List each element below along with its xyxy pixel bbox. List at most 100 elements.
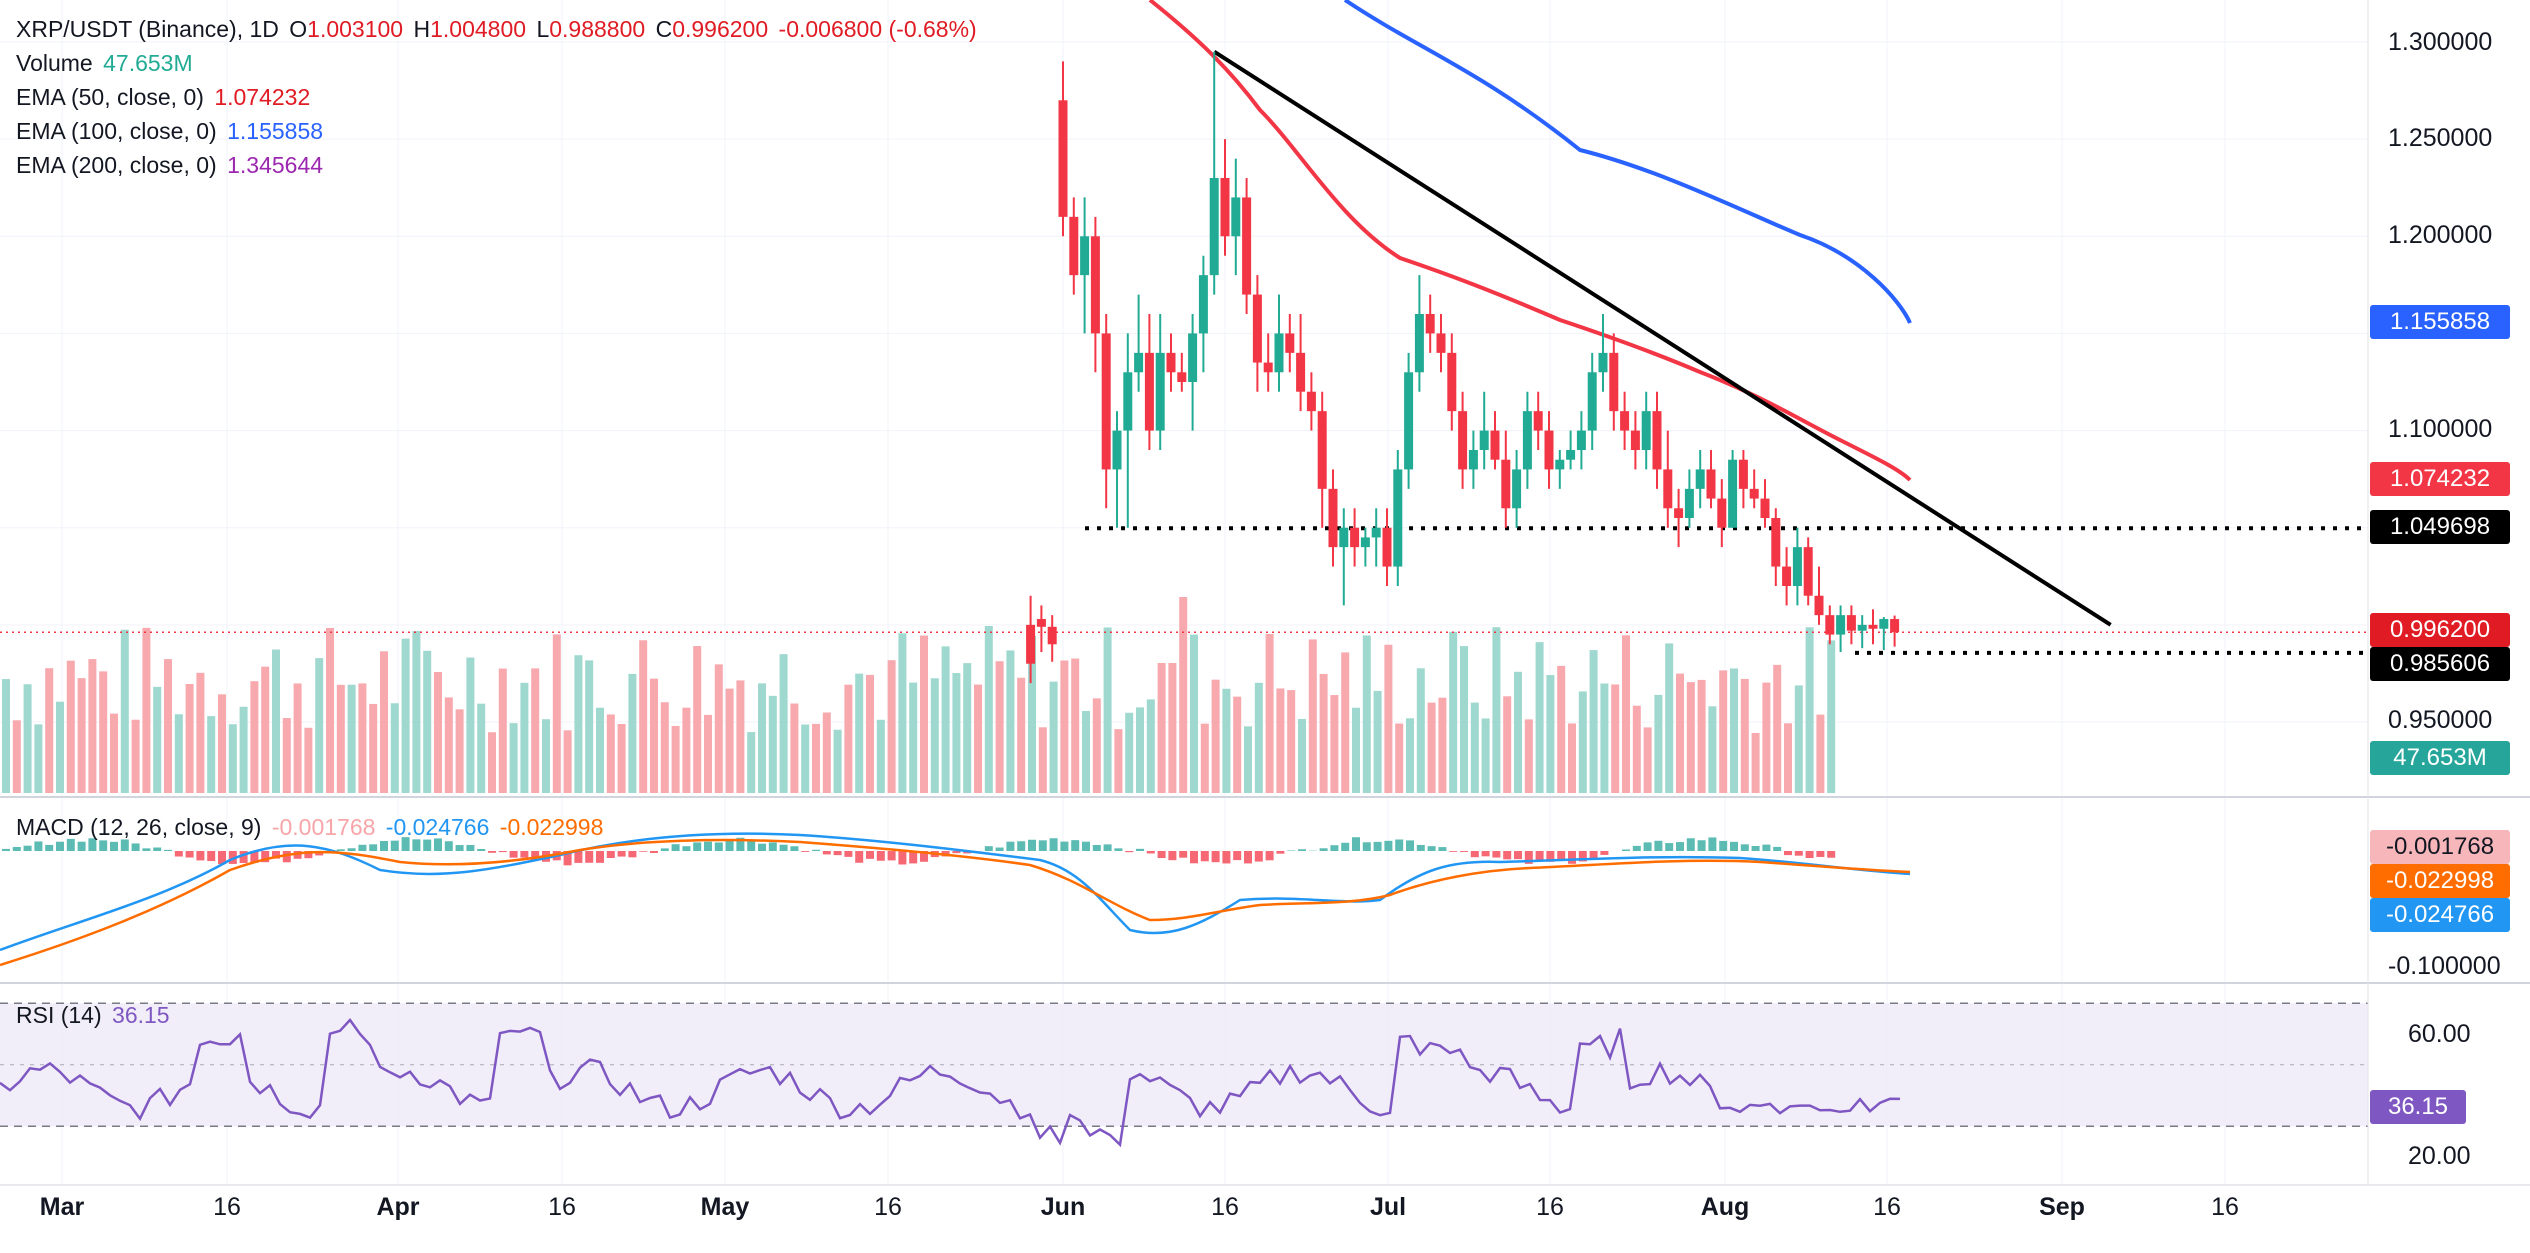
macd-histogram-bar: [218, 851, 226, 865]
candle-body-2022-05-31: [1047, 626, 1057, 645]
macd-histogram-bar: [1395, 839, 1404, 851]
horizontal-levels[interactable]: [0, 526, 2368, 655]
candle-body-2022-08-04: [1749, 488, 1759, 499]
macd-histogram-bar: [833, 851, 842, 856]
macd-histogram-bar: [671, 844, 680, 851]
macd-histogram-bar: [1092, 845, 1101, 851]
volume-bar: [1827, 640, 1836, 793]
macd-histogram-bar: [1028, 839, 1036, 851]
volume-bar: [1244, 726, 1252, 793]
volume-bar: [563, 730, 572, 793]
volume-bar: [930, 678, 939, 793]
volume-bar: [758, 683, 766, 793]
macd-histogram-bar: [1654, 840, 1663, 851]
volume-bar: [596, 707, 604, 793]
candle-body-2022-07-29: [1684, 488, 1694, 518]
macd-histogram-bar: [1330, 845, 1339, 851]
volume-bar: [1503, 696, 1512, 793]
macd-histogram-bar: [164, 849, 172, 851]
pane-separators[interactable]: [0, 0, 2530, 1186]
volume-bar: [1643, 727, 1652, 793]
macd-histogram-bar: [1233, 851, 1242, 861]
rsi-legend: RSI (14) 36.15: [16, 1002, 174, 1029]
macd-histogram-bar: [866, 851, 874, 859]
time-tick-apr16: 16: [548, 1193, 576, 1221]
macd-histogram-bar: [1730, 841, 1738, 851]
volume-bar: [1190, 634, 1198, 793]
volume-bar: [1211, 679, 1220, 793]
macd-histogram-bar: [909, 851, 918, 864]
macd-histogram-bar: [1449, 851, 1458, 852]
macd-histogram-bar: [1060, 841, 1069, 851]
symbol-title: XRP/USDT (Binance), 1D: [16, 16, 279, 42]
volume-bar: [488, 732, 496, 793]
rsi-line: [0, 1018, 1901, 1148]
ema100-legend: EMA (100, close, 0) 1.155858: [16, 118, 327, 145]
volume-bar: [628, 673, 637, 793]
macd-histogram-bar: [1265, 851, 1274, 861]
macd-histogram-bar: [563, 851, 572, 866]
volume-bar: [196, 672, 205, 793]
volume-bar: [1578, 691, 1587, 793]
volume-bar: [1352, 707, 1360, 793]
macd-histogram-bar: [304, 851, 313, 859]
macd-pane: [0, 832, 1911, 967]
macd-histogram-bar: [1200, 851, 1209, 862]
volume-bar: [1146, 699, 1155, 793]
macd-histogram-bar: [1103, 844, 1112, 851]
candle-body-2022-06-09: [1144, 352, 1154, 431]
volume-bar: [1708, 706, 1717, 793]
volume-bar: [1233, 696, 1242, 793]
volume-bar: [99, 671, 108, 793]
volume-bar: [552, 634, 561, 793]
volume-bar: [369, 703, 378, 793]
candle-body-2022-07-03: [1404, 372, 1414, 470]
macd-histogram-bar: [1406, 840, 1414, 851]
close-value: 0.996200: [672, 16, 769, 42]
ema50-value: 1.074232: [214, 84, 311, 110]
volume-bar: [1308, 639, 1317, 793]
volume-bar: [812, 723, 820, 793]
candle-body-2022-08-14: [1857, 624, 1867, 631]
macd-tick: -0.100000: [2388, 952, 2501, 980]
macd-histogram-bar: [1632, 845, 1641, 851]
volume-bar: [887, 660, 896, 793]
volume-bar: [1049, 681, 1058, 793]
macd-histogram-bar: [1427, 846, 1436, 851]
support-low-tag[interactable]: 0.985606: [2370, 647, 2510, 681]
candle-body-2022-08-03: [1738, 459, 1748, 489]
macd-histogram-bar: [207, 851, 216, 862]
volume-bar: [1460, 646, 1468, 793]
volume-bar: [801, 724, 810, 793]
trendline[interactable]: [1213, 50, 2112, 627]
volume-bar: [725, 688, 734, 793]
candle-body-2022-08-02: [1728, 459, 1738, 528]
candle-body-2022-07-01: [1382, 527, 1392, 567]
volume-bar: [1762, 682, 1771, 793]
macd-histogram-bar: [1740, 844, 1749, 851]
volume-bar: [1157, 663, 1166, 793]
volume-bar: [1676, 673, 1684, 793]
volume-bar: [272, 649, 280, 793]
ema200-value: 1.345644: [227, 152, 324, 178]
macd-histogram-bar: [12, 846, 21, 851]
support-high-tag[interactable]: 1.049698: [2370, 510, 2510, 544]
macd-histogram-bar: [1190, 851, 1198, 864]
macd-legend: MACD (12, 26, close, 9) -0.001768 -0.024…: [16, 814, 607, 841]
volume-bar: [1784, 723, 1792, 793]
macd-histogram-bar: [336, 849, 345, 851]
time-tick-mar: Mar: [39, 1193, 85, 1221]
volume-bar: [1492, 627, 1501, 793]
macd-histogram-bar: [239, 851, 248, 863]
volume-bar: [1816, 714, 1825, 793]
macd-histogram-bar: [1136, 848, 1144, 851]
candle-body-2022-07-26: [1652, 411, 1662, 470]
ema200-legend: EMA (200, close, 0) 1.345644: [16, 152, 327, 179]
candle-body-2022-07-18: [1566, 450, 1576, 460]
macd-histogram-bar: [1179, 851, 1188, 858]
time-tick-sep: Sep: [2039, 1193, 2085, 1221]
candle-body-2022-06-29: [1360, 537, 1370, 548]
volume-tag: 47.653M: [2370, 741, 2510, 775]
macd-histogram-bar: [120, 839, 129, 851]
